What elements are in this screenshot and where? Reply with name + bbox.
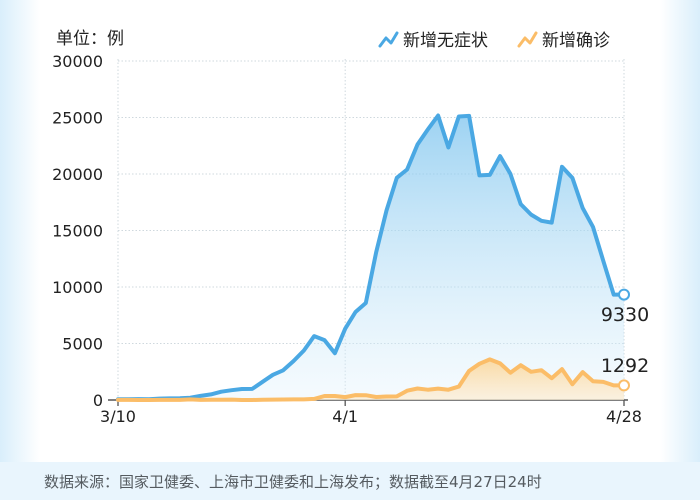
series-lines	[116, 113, 626, 402]
legend-asymptomatic-swatch	[378, 31, 399, 48]
x-axis-ticks: 3/10 4/1 4/28	[100, 399, 642, 426]
footer-band	[0, 462, 700, 500]
source-note: 数据来源：国家卫健委、上海市卫健委和上海发布；数据截至4月27日24时	[44, 473, 542, 491]
y-tick-label: 25000	[52, 109, 103, 128]
x-tick-label: 4/1	[332, 407, 358, 426]
y-tick-label: 15000	[52, 222, 103, 241]
legend-confirmed-swatch	[517, 31, 538, 48]
x-tick-label: 3/10	[100, 407, 136, 426]
y-axis-ticks: 30000 25000 20000 15000 10000 5000 0	[52, 52, 103, 410]
end-point-confirmed	[618, 379, 630, 392]
line-asymptomatic	[116, 113, 626, 402]
legend-asymptomatic-label: 新增无症状	[403, 31, 488, 51]
y-tick-label: 10000	[52, 278, 103, 297]
end-point-asymptomatic	[618, 288, 630, 301]
y-tick-label: 0	[93, 391, 103, 410]
y-tick-label: 20000	[52, 165, 103, 184]
end-label-confirmed: 1292	[601, 355, 649, 377]
area-asymptomatic	[118, 115, 624, 400]
x-tick-label: 4/28	[606, 407, 642, 426]
end-markers: 9330 1292	[601, 288, 649, 392]
area-confirmed	[118, 359, 624, 400]
series-areas	[118, 115, 624, 400]
y-tick-label: 5000	[62, 335, 103, 354]
y-tick-label: 30000	[52, 52, 103, 71]
unit-label: 单位：例	[56, 29, 124, 49]
line-confirmed	[116, 357, 626, 402]
end-label-asymptomatic: 9330	[601, 304, 649, 326]
legend: 新增无症状 新增确诊	[378, 31, 610, 51]
legend-confirmed-label: 新增确诊	[542, 31, 610, 51]
